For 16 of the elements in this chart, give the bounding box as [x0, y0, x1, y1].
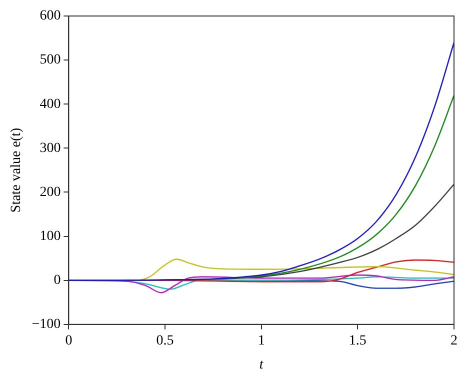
y-tick-label: 200	[40, 184, 61, 200]
x-tick-label: 1	[258, 333, 265, 348]
y-tick-label: 0	[54, 273, 61, 288]
x-axis-title: t	[259, 357, 264, 372]
y-tick-label: −100	[32, 317, 61, 332]
x-tick-label: 0.5	[156, 333, 174, 348]
x-tick-label: 1.5	[348, 333, 366, 348]
x-tick-label: 2	[450, 333, 458, 348]
y-tick-label: 100	[40, 228, 61, 244]
y-tick-label: 400	[40, 96, 61, 112]
x-tick-label: 0	[65, 333, 72, 348]
y-axis-title: State value e(t)	[9, 128, 24, 213]
line-series	[68, 42, 454, 281]
y-tick-label: 600	[40, 8, 61, 24]
y-tick-label: 500	[40, 52, 61, 68]
y-tick-label: 300	[40, 140, 61, 156]
